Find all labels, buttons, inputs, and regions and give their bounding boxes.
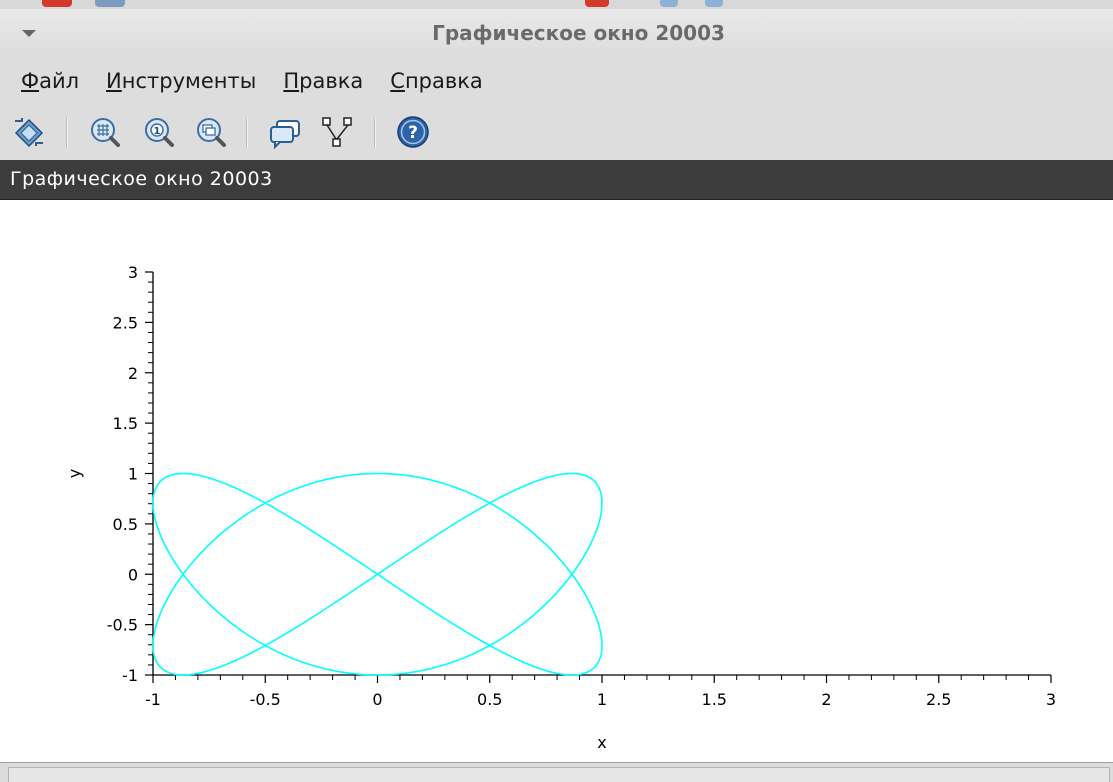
x-tick-label: 3 bbox=[1046, 690, 1056, 709]
svg-text:?: ? bbox=[408, 123, 418, 143]
x-tick-label: -0.5 bbox=[250, 690, 281, 709]
menu-help[interactable]: Справка bbox=[390, 69, 483, 93]
series-curve bbox=[152, 472, 603, 676]
toolbar: 1 ? bbox=[0, 103, 1113, 160]
y-tick-label: 1 bbox=[128, 465, 138, 484]
toolbar-separator bbox=[66, 118, 68, 148]
help-icon[interactable]: ? bbox=[396, 115, 430, 149]
taskbar-app-icon[interactable] bbox=[705, 0, 723, 7]
x-tick-label: 1.5 bbox=[702, 690, 727, 709]
zoom-icon[interactable] bbox=[88, 115, 122, 149]
x-tick-label: 0 bbox=[372, 690, 382, 709]
figure-title: Графическое окно 20003 bbox=[10, 168, 273, 190]
y-tick-label: 0.5 bbox=[113, 515, 138, 534]
window-menu-arrow-icon[interactable] bbox=[22, 30, 36, 37]
y-tick-label: 3 bbox=[128, 263, 138, 282]
figure-header: Графическое окно 20003 bbox=[0, 160, 1113, 200]
svg-text:1: 1 bbox=[154, 126, 161, 137]
plot-svg[interactable]: -1 -0.5 0 0.5 1 1.5 2 2.5 3 -1 -0.5 0 0.5 1 1.5 2 2.5 3 x y bbox=[0, 200, 1113, 762]
taskbar-app-icon[interactable] bbox=[42, 0, 72, 7]
y-axis-label: y bbox=[65, 469, 84, 478]
y-tick-label: 2.5 bbox=[113, 313, 138, 332]
y-tick-label: 2 bbox=[128, 364, 138, 383]
x-axis-label: x bbox=[597, 733, 606, 752]
rotate-icon[interactable] bbox=[194, 115, 228, 149]
taskbar-app-icon[interactable] bbox=[95, 0, 125, 7]
window-title: Графическое окно 20003 bbox=[432, 21, 725, 45]
y-tick-label: -1 bbox=[122, 666, 138, 685]
window-titlebar[interactable]: Графическое окно 20003 bbox=[0, 9, 1113, 59]
menu-bar: Файл Инструменты Правка Справка bbox=[0, 59, 1113, 103]
y-tick-label: 0 bbox=[128, 565, 138, 584]
menu-tools[interactable]: Инструменты bbox=[106, 69, 257, 93]
edit-datatip-icon[interactable] bbox=[320, 115, 354, 149]
x-tick-label: -1 bbox=[145, 690, 161, 709]
x-tick-label: 0.5 bbox=[477, 690, 502, 709]
zoom-original-icon[interactable]: 1 bbox=[142, 115, 176, 149]
taskbar-app-icon[interactable] bbox=[585, 0, 609, 7]
rotate-2d-3d-icon[interactable] bbox=[12, 115, 46, 149]
y-tick-label: 1.5 bbox=[113, 414, 138, 433]
datatip-icon[interactable] bbox=[268, 115, 302, 150]
status-bar bbox=[0, 762, 1113, 782]
toolbar-separator bbox=[374, 118, 376, 148]
taskbar-app-icon[interactable] bbox=[660, 0, 678, 7]
menu-file[interactable]: Файл bbox=[21, 69, 80, 93]
plot-canvas[interactable]: -1 -0.5 0 0.5 1 1.5 2 2.5 3 -1 -0.5 0 0.5 1 1.5 2 2.5 3 x y bbox=[0, 200, 1113, 762]
status-field bbox=[8, 767, 1110, 782]
x-tick-label: 1 bbox=[597, 690, 607, 709]
y-tick-label: -0.5 bbox=[107, 616, 138, 635]
x-tick-label: 2 bbox=[821, 690, 831, 709]
menu-edit[interactable]: Правка bbox=[283, 69, 364, 93]
x-tick-label: 2.5 bbox=[926, 690, 951, 709]
toolbar-separator bbox=[246, 118, 248, 148]
